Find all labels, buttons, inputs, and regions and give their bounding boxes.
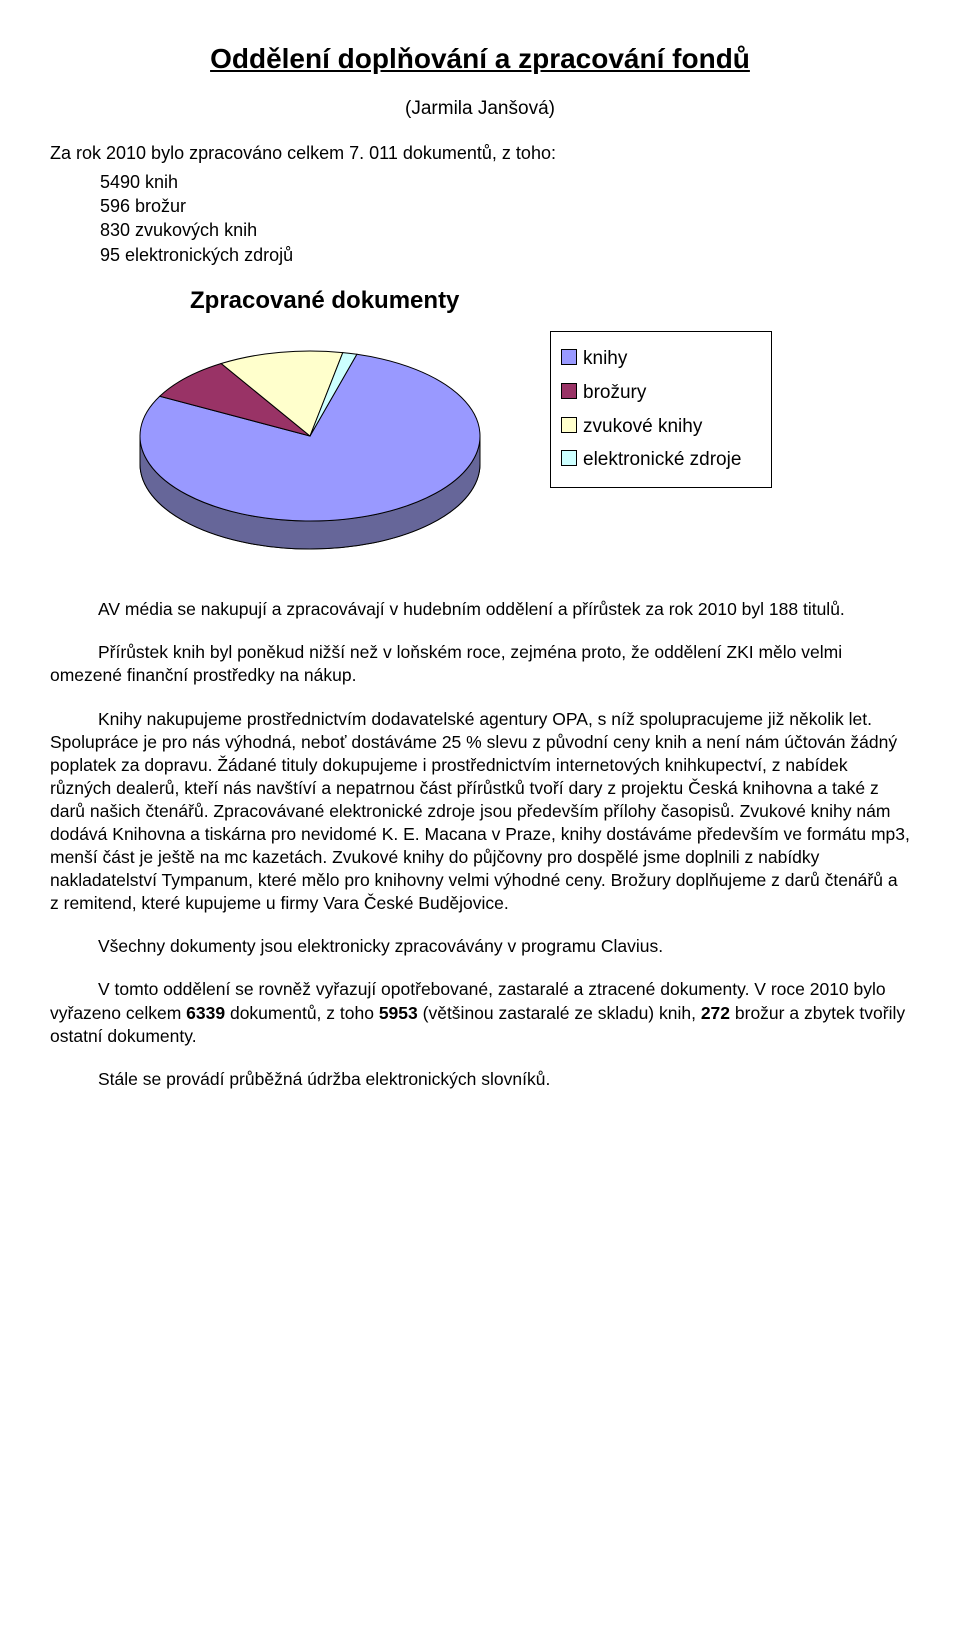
- paragraph-5: V tomto oddělení se rovněž vyřazují opot…: [50, 978, 910, 1047]
- p5-e: (většinou zastaralé ze skladu) knih,: [418, 1003, 701, 1023]
- intro-text: Za rok 2010 bylo zpracováno celkem 7. 01…: [50, 141, 910, 165]
- pie-chart: [110, 331, 510, 568]
- paragraph-4: Všechny dokumenty jsou elektronicky zpra…: [50, 935, 910, 958]
- legend-label: zvukové knihy: [583, 414, 702, 440]
- count-brozur: 596 brožur: [100, 194, 910, 218]
- paragraph-1: AV média se nakupují a zpracovávají v hu…: [50, 598, 910, 621]
- paragraph-6: Stále se provádí průběžná údržba elektro…: [50, 1068, 910, 1091]
- legend-item: brožury: [561, 380, 761, 406]
- legend-label: brožury: [583, 380, 646, 406]
- p5-c: dokumentů, z toho: [225, 1003, 379, 1023]
- legend-swatch: [561, 349, 577, 365]
- paragraph-2: Přírůstek knih byl poněkud nižší než v l…: [50, 641, 910, 687]
- chart-row: knihy brožury zvukové knihy elektronické zd…: [50, 331, 910, 568]
- p5-f: 272: [701, 1003, 730, 1023]
- chart-legend: knihy brožury zvukové knihy elektronické zd…: [550, 331, 772, 488]
- chart-title: Zpracované dokumenty: [190, 285, 910, 317]
- legend-swatch: [561, 417, 577, 433]
- legend-swatch: [561, 450, 577, 466]
- legend-item: knihy: [561, 346, 761, 372]
- legend-item: zvukové knihy: [561, 414, 761, 440]
- p5-d: 5953: [379, 1003, 418, 1023]
- counts-list: 5490 knih 596 brožur 830 zvukových knih …: [100, 170, 910, 267]
- count-elekt: 95 elektronických zdrojů: [100, 243, 910, 267]
- p5-b: 6339: [186, 1003, 225, 1023]
- legend-label: elektronické zdroje: [583, 447, 741, 473]
- count-knih: 5490 knih: [100, 170, 910, 194]
- legend-item: elektronické zdroje: [561, 447, 761, 473]
- count-zvuk: 830 zvukových knih: [100, 218, 910, 242]
- paragraph-1-text: AV média se nakupují a zpracovávají v hu…: [98, 599, 845, 619]
- legend-label: knihy: [583, 346, 627, 372]
- legend-swatch: [561, 383, 577, 399]
- page-title: Oddělení doplňování a zpracování fondů: [50, 40, 910, 78]
- paragraph-3: Knihy nakupujeme prostřednictvím dodavat…: [50, 708, 910, 916]
- author-line: (Jarmila Janšová): [50, 96, 910, 122]
